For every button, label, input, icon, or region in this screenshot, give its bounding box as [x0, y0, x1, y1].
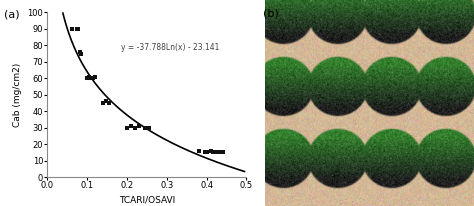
Point [201, 151, 209, 154]
Point [207, 149, 214, 152]
Point [209, 151, 217, 154]
Point [211, 151, 219, 154]
X-axis label: TCARI/OSAVI: TCARI/OSAVI [119, 196, 175, 205]
Y-axis label: Cab (mg/cm2): Cab (mg/cm2) [13, 63, 22, 127]
Point [105, 101, 113, 105]
Point [127, 124, 135, 128]
Point [123, 126, 131, 129]
Text: (a): (a) [4, 9, 19, 19]
Text: y = -37.788Ln(x) - 23.141: y = -37.788Ln(x) - 23.141 [121, 43, 219, 52]
Point [90, 77, 97, 80]
Text: (b): (b) [263, 8, 279, 18]
Point [77, 52, 85, 55]
Point [102, 100, 110, 103]
Point [195, 149, 202, 152]
Point [83, 77, 91, 80]
Point [135, 124, 143, 128]
Point [100, 101, 107, 105]
Point [145, 126, 153, 129]
Point [91, 75, 99, 78]
Point [215, 151, 222, 154]
Point [75, 27, 82, 30]
Point [73, 27, 81, 30]
Point [85, 75, 93, 78]
Point [69, 27, 76, 30]
Point [87, 77, 95, 80]
Point [141, 126, 149, 129]
Point [76, 50, 84, 54]
Point [203, 151, 210, 154]
Point [131, 126, 139, 129]
Point [219, 151, 227, 154]
